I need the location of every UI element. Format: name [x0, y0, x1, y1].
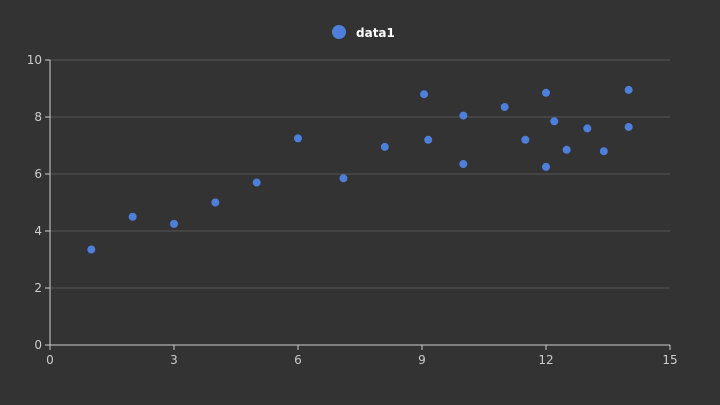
- data-point-21[interactable]: [624, 85, 633, 94]
- data-point-3[interactable]: [170, 219, 178, 228]
- data-point-22[interactable]: [624, 122, 633, 131]
- y-tick-label-10: 10: [27, 53, 42, 67]
- data-point-17[interactable]: [550, 117, 559, 126]
- data-point-6[interactable]: [294, 134, 302, 143]
- data-point-2[interactable]: [128, 212, 137, 221]
- data-point-16[interactable]: [542, 162, 550, 171]
- data-point-9[interactable]: [420, 90, 429, 99]
- y-tick-label-2: 2: [34, 281, 42, 295]
- tick-labels: 0 2 4 6 8 10 0 3 6 9 12 15: [27, 53, 678, 367]
- y-tick-label-4: 4: [34, 224, 42, 238]
- x-tick-label-9: 9: [418, 353, 426, 367]
- x-tick-label-0: 0: [46, 353, 54, 367]
- data-point-5[interactable]: [252, 178, 261, 187]
- data-point-12[interactable]: [459, 160, 468, 169]
- legend-marker[interactable]: [332, 25, 346, 39]
- grid-lines: [50, 59, 670, 289]
- legend-label-data1[interactable]: data1: [356, 26, 395, 40]
- data-point-11[interactable]: [459, 111, 468, 120]
- x-tick-label-6: 6: [294, 353, 302, 367]
- data-point-13[interactable]: [500, 103, 509, 112]
- data-point-20[interactable]: [599, 147, 608, 156]
- data-point-18[interactable]: [562, 145, 571, 154]
- data-point-8[interactable]: [380, 142, 389, 151]
- axes: [45, 59, 671, 350]
- y-tick-label-8: 8: [34, 110, 42, 124]
- data-point-10[interactable]: [424, 135, 433, 144]
- data-point-4[interactable]: [211, 198, 220, 207]
- data-point-7[interactable]: [339, 174, 348, 183]
- data-points: [87, 85, 633, 254]
- data-point-1[interactable]: [87, 245, 96, 254]
- x-tick-label-15: 15: [662, 353, 677, 367]
- legend[interactable]: data1: [332, 25, 395, 40]
- x-tick-label-12: 12: [538, 353, 553, 367]
- y-tick-label-6: 6: [34, 167, 42, 181]
- x-tick-label-3: 3: [170, 353, 178, 367]
- y-tick-label-0: 0: [34, 338, 42, 352]
- data-point-14[interactable]: [521, 135, 530, 144]
- data-point-15[interactable]: [542, 88, 550, 97]
- data-point-19[interactable]: [583, 124, 592, 133]
